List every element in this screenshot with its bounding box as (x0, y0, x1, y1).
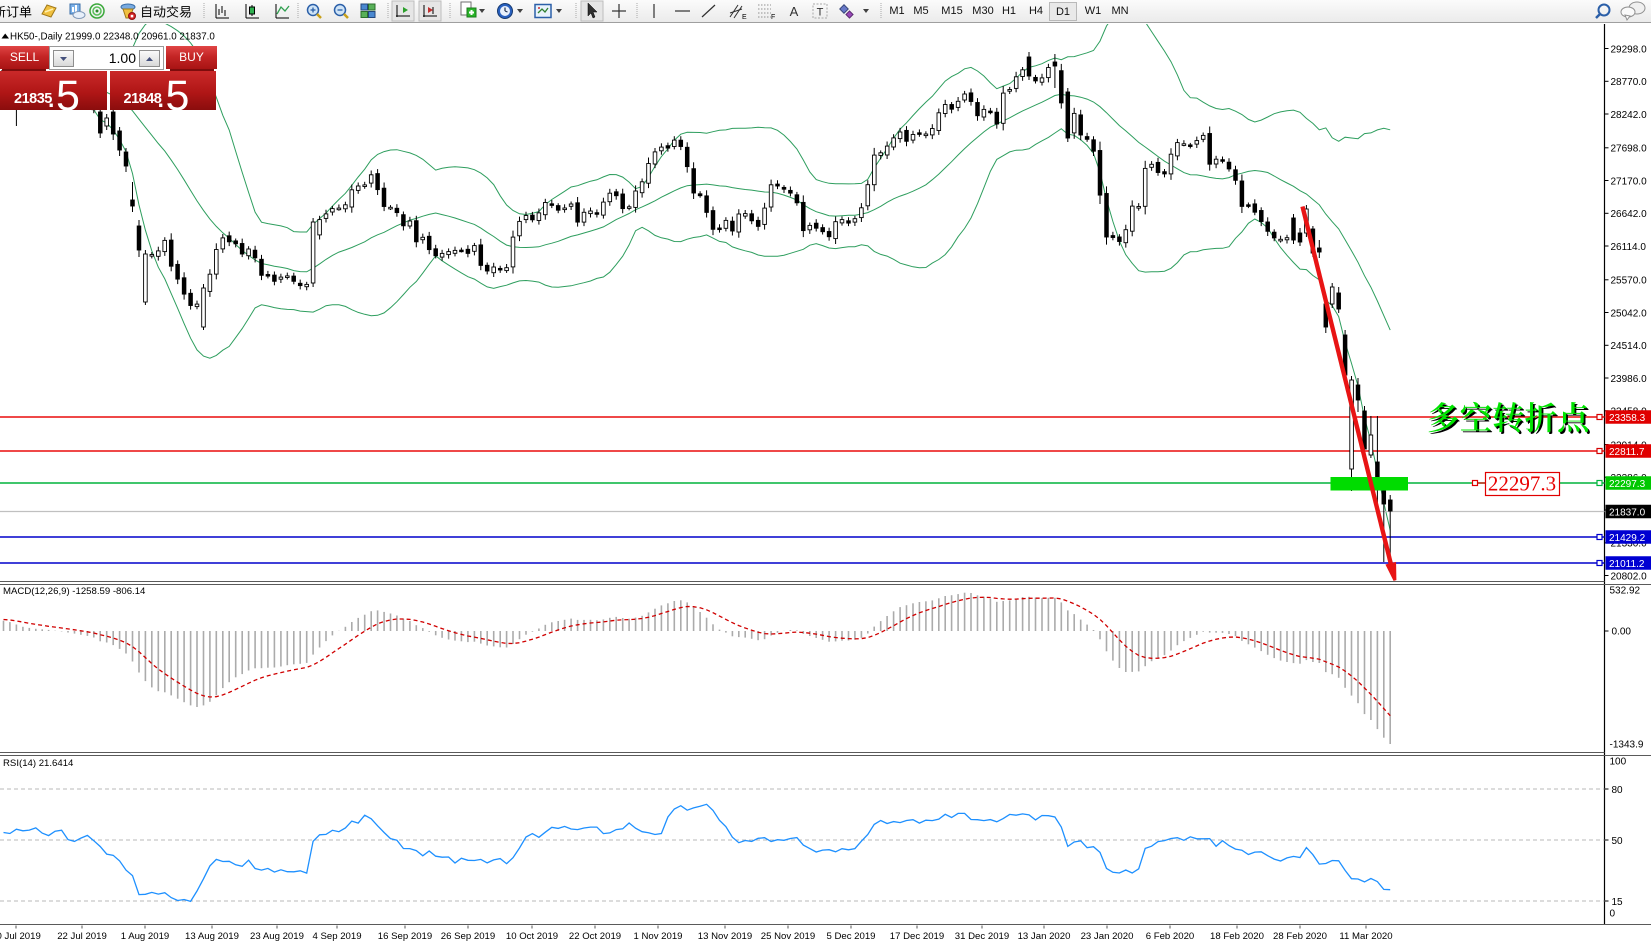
svg-text:23 Jan 2020: 23 Jan 2020 (1081, 931, 1134, 942)
svg-text:HK50-,Daily 21999.0 22348.0 2: HK50-,Daily 21999.0 22348.0 20961.0 2183… (10, 32, 215, 43)
svg-text:28242.0: 28242.0 (1611, 110, 1648, 121)
svg-text:F: F (771, 14, 775, 21)
svg-text:17 Dec 2019: 17 Dec 2019 (890, 931, 944, 942)
svg-text:-1343.9: -1343.9 (1610, 740, 1644, 751)
svg-text:29298.0: 29298.0 (1611, 44, 1648, 55)
svg-text:10 Jul 2019: 10 Jul 2019 (0, 931, 41, 942)
svg-text:11 Mar 2020: 11 Mar 2020 (1339, 931, 1392, 942)
svg-text:22 Jul 2019: 22 Jul 2019 (57, 931, 107, 942)
svg-text:23 Aug 2019: 23 Aug 2019 (250, 931, 304, 942)
svg-text:21837.0: 21837.0 (1609, 508, 1646, 519)
svg-text:28770.0: 28770.0 (1611, 77, 1648, 88)
svg-text:0: 0 (1610, 909, 1616, 920)
svg-text:27170.0: 27170.0 (1611, 176, 1648, 187)
svg-text:25042.0: 25042.0 (1611, 308, 1648, 319)
svg-text:26642.0: 26642.0 (1611, 209, 1648, 220)
svg-text:5 Dec 2019: 5 Dec 2019 (826, 931, 875, 942)
svg-text:4 Sep 2019: 4 Sep 2019 (312, 931, 361, 942)
svg-text:26114.0: 26114.0 (1611, 242, 1647, 253)
svg-text:25 Nov 2019: 25 Nov 2019 (761, 931, 815, 942)
svg-text:22811.7: 22811.7 (1609, 447, 1645, 458)
svg-text:22297.3: 22297.3 (1488, 472, 1556, 496)
svg-text:18 Feb 2020: 18 Feb 2020 (1210, 931, 1264, 942)
svg-text:21330.0: 21330.0 (1611, 539, 1648, 550)
svg-text:22 Oct 2019: 22 Oct 2019 (569, 931, 621, 942)
svg-text:13 Jan 2020: 13 Jan 2020 (1018, 931, 1071, 942)
svg-text:25570.0: 25570.0 (1611, 276, 1648, 287)
svg-text:80: 80 (1612, 785, 1624, 796)
svg-text:6 Feb 2020: 6 Feb 2020 (1146, 931, 1195, 942)
svg-text:28 Feb 2020: 28 Feb 2020 (1273, 931, 1327, 942)
svg-text:31 Dec 2019: 31 Dec 2019 (955, 931, 1009, 942)
svg-text:21429.2: 21429.2 (1609, 533, 1646, 544)
svg-text:24514.0: 24514.0 (1611, 341, 1648, 352)
svg-text:0.00: 0.00 (1612, 627, 1632, 638)
svg-text:26 Sep 2019: 26 Sep 2019 (441, 931, 495, 942)
svg-text:16 Sep 2019: 16 Sep 2019 (378, 931, 432, 942)
svg-text:1 Aug 2019: 1 Aug 2019 (121, 931, 170, 942)
svg-text:532.92: 532.92 (1610, 586, 1641, 597)
svg-text:50: 50 (1612, 836, 1624, 847)
svg-text:MACD(12,26,9) -1258.59 -806.14: MACD(12,26,9) -1258.59 -806.14 (3, 586, 146, 597)
svg-text:A: A (790, 4, 799, 19)
svg-text:22297.3: 22297.3 (1609, 479, 1646, 490)
svg-text:1 Nov 2019: 1 Nov 2019 (633, 931, 682, 942)
svg-text:T: T (817, 7, 824, 19)
svg-text:15: 15 (1612, 897, 1624, 908)
svg-text:21011.2: 21011.2 (1609, 559, 1645, 570)
svg-text:20802.0: 20802.0 (1611, 571, 1648, 582)
svg-text:13 Nov 2019: 13 Nov 2019 (698, 931, 752, 942)
svg-text:10 Oct 2019: 10 Oct 2019 (506, 931, 558, 942)
svg-text:RSI(14) 21.6414: RSI(14) 21.6414 (3, 758, 74, 769)
svg-text:27698.0: 27698.0 (1611, 144, 1648, 155)
svg-text:13 Aug 2019: 13 Aug 2019 (185, 931, 239, 942)
svg-text:E: E (742, 14, 747, 21)
svg-text:23986.0: 23986.0 (1611, 374, 1648, 385)
svg-text:100: 100 (1610, 757, 1627, 768)
svg-text:23358.3: 23358.3 (1609, 413, 1646, 424)
